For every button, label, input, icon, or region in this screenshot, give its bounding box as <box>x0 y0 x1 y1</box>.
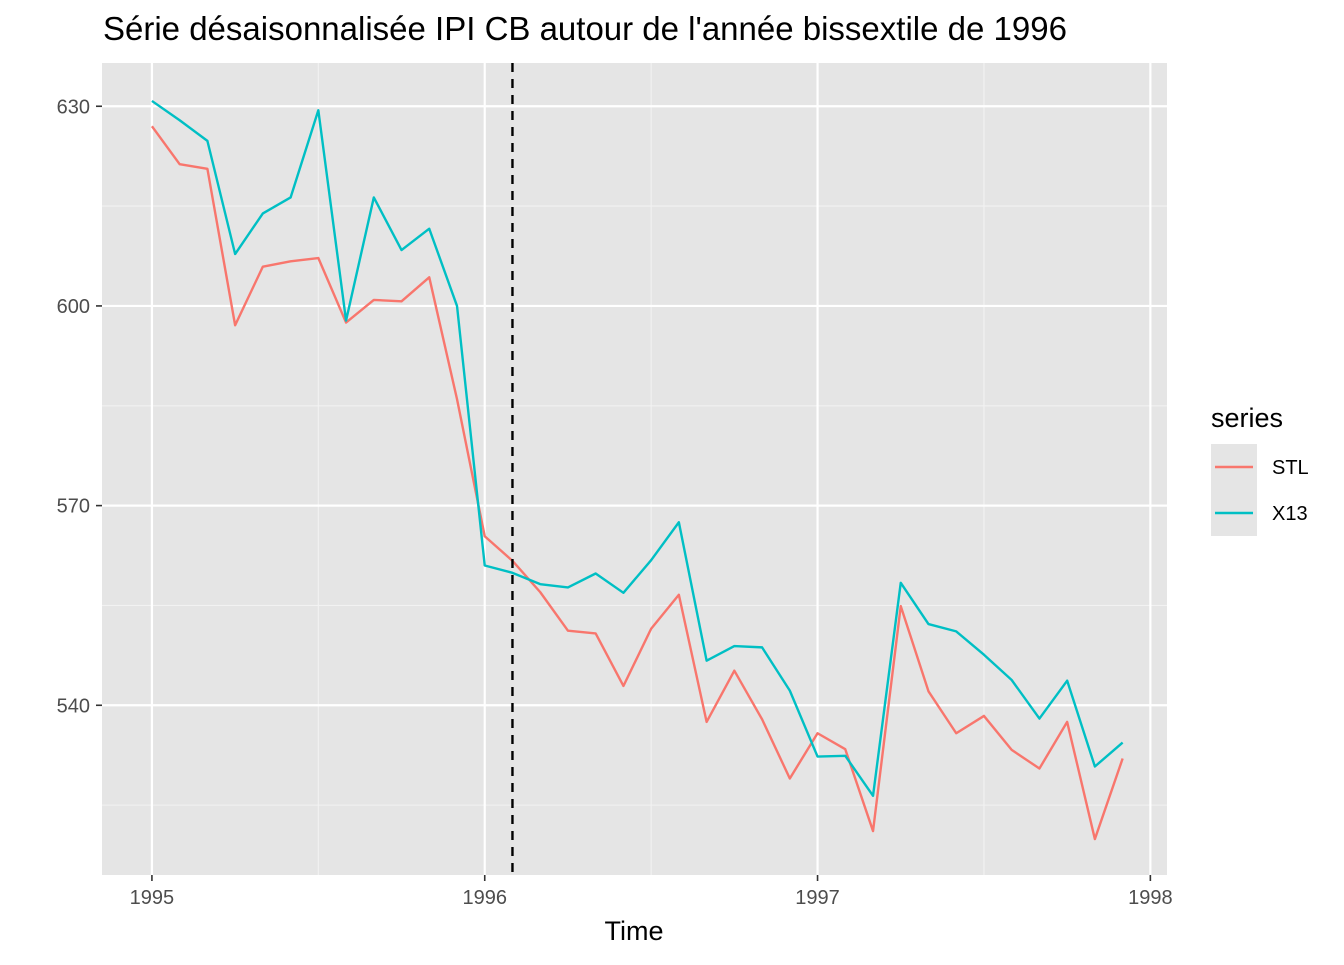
legend-label-stl: STL <box>1272 457 1309 479</box>
y-tick-label: 570 <box>57 496 90 518</box>
series-line-x13 <box>151 99 1124 797</box>
legend-title: series <box>1211 403 1283 433</box>
series-line-stl <box>150 125 1124 841</box>
x-tick-label: 1997 <box>795 887 840 909</box>
major-gridlines <box>102 63 1167 875</box>
plot-panel <box>102 63 1167 875</box>
series-layer <box>150 99 1124 841</box>
legend-items: STL X13 <box>1211 444 1309 536</box>
x-tick-label: 1996 <box>462 887 507 909</box>
x-axis-title: Time <box>605 916 664 946</box>
legend: series STL X13 <box>1211 403 1309 536</box>
y-tick-label: 630 <box>57 96 90 118</box>
legend-label-x13: X13 <box>1272 503 1308 525</box>
y-axis: 540 570 600 630 <box>57 96 102 717</box>
x-tick-label: 1998 <box>1128 887 1173 909</box>
y-tick-label: 540 <box>57 695 90 717</box>
chart-title: Série désaisonnalisée IPI CB autour de l… <box>103 10 1067 47</box>
x-tick-label: 1995 <box>130 887 175 909</box>
y-tick-label: 600 <box>57 296 90 318</box>
x-axis: 1995 1996 1997 1998 <box>130 875 1173 909</box>
minor-gridlines <box>102 63 1167 875</box>
